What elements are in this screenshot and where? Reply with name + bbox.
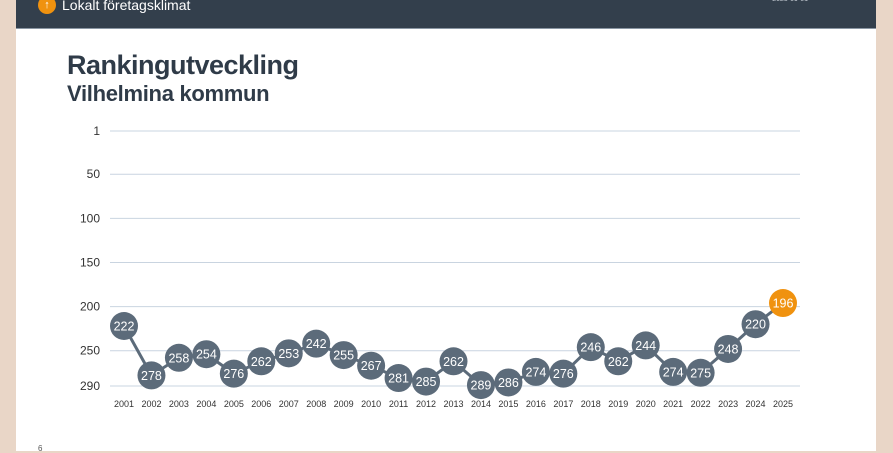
- data-label: 285: [416, 375, 437, 389]
- x-tick-label: 2018: [581, 399, 601, 409]
- x-tick-label: 2009: [334, 399, 354, 409]
- data-label: 262: [251, 355, 272, 369]
- x-tick-label: 2010: [361, 399, 381, 409]
- data-point: [686, 358, 715, 387]
- x-tick-label: 2021: [663, 399, 683, 409]
- data-point: [412, 367, 441, 396]
- data-label: 281: [388, 372, 409, 386]
- data-point: [604, 347, 633, 376]
- x-tick-label: 2008: [306, 399, 326, 409]
- x-tick-label: 2015: [498, 399, 518, 409]
- x-tick-label: 2017: [553, 399, 573, 409]
- data-label: 222: [114, 320, 135, 334]
- data-point: [274, 339, 303, 368]
- header-bar: ↑ Lokalt företagsklimat 2025-09-01: [16, 0, 876, 29]
- chart-title: Rankingutveckling: [67, 50, 299, 80]
- data-label: 289: [471, 379, 492, 393]
- report-date: 2025-09-01: [772, 0, 808, 3]
- x-tick-label: 2006: [251, 399, 271, 409]
- data-point: [357, 351, 386, 380]
- chart-subtitle: Vilhelmina kommun: [67, 81, 270, 106]
- data-point: [384, 364, 413, 393]
- y-tick-label: 200: [80, 300, 100, 314]
- data-label: 274: [663, 365, 684, 379]
- data-label: 244: [635, 339, 656, 353]
- y-tick-label: 50: [87, 167, 101, 181]
- x-tick-label: 2016: [526, 399, 546, 409]
- arrow-logo-icon: ↑: [38, 0, 56, 14]
- data-label: 278: [141, 369, 162, 383]
- data-point: [659, 357, 688, 386]
- x-tick-label: 2007: [279, 399, 299, 409]
- x-tick-label: 2004: [196, 399, 216, 409]
- x-tick-label: 2012: [416, 399, 436, 409]
- x-tick-label: 2013: [443, 399, 463, 409]
- data-label: 242: [306, 337, 327, 351]
- x-tick-label: 2003: [169, 399, 189, 409]
- data-point: [439, 347, 468, 376]
- data-point: [302, 329, 331, 358]
- x-tick-label: 2023: [718, 399, 738, 409]
- data-point: [549, 359, 578, 388]
- brand-name: Lokalt företagsklimat: [62, 0, 191, 13]
- data-point: [219, 359, 248, 388]
- x-tick-label: 2014: [471, 399, 491, 409]
- x-tick-label: 2002: [141, 399, 161, 409]
- x-tick-label: 2011: [389, 399, 408, 409]
- x-tick-label: 2022: [691, 399, 711, 409]
- data-label: 262: [443, 355, 464, 369]
- data-point: [494, 368, 523, 397]
- data-point: [576, 333, 605, 362]
- x-tick-label: 2020: [636, 399, 656, 409]
- data-label: 258: [168, 351, 189, 365]
- data-label: 276: [553, 367, 574, 381]
- y-tick-label: 250: [80, 344, 100, 358]
- data-label: 274: [525, 365, 546, 379]
- data-label: 246: [580, 341, 601, 355]
- data-point: [247, 347, 276, 376]
- data-point: [192, 340, 221, 369]
- data-point: [137, 361, 166, 390]
- data-label: 220: [745, 318, 766, 332]
- brand-logo: ↑ Lokalt företagsklimat: [38, 0, 190, 14]
- data-label: 254: [196, 348, 217, 362]
- data-label: 267: [361, 359, 382, 373]
- data-point: [741, 310, 770, 339]
- y-tick-label: 100: [80, 211, 100, 225]
- page-number: 6: [38, 444, 43, 453]
- data-label: 276: [223, 367, 244, 381]
- data-label: 262: [608, 355, 629, 369]
- data-point: [329, 341, 358, 370]
- data-point: [466, 371, 495, 400]
- x-tick-label: 2019: [608, 399, 628, 409]
- data-label: 248: [718, 342, 739, 356]
- data-label: 286: [498, 376, 519, 390]
- data-label: 275: [690, 366, 711, 380]
- data-point: [631, 331, 660, 360]
- data-label: 196: [773, 297, 794, 311]
- y-tick-label: 290: [80, 379, 100, 393]
- x-tick-label: 2005: [224, 399, 244, 409]
- data-point: [714, 334, 743, 363]
- data-point: [110, 312, 138, 340]
- data-point: [769, 289, 797, 318]
- data-label: 255: [333, 349, 354, 363]
- y-tick-label: 150: [80, 255, 100, 269]
- y-tick-label: 1: [93, 124, 100, 138]
- data-point: [164, 343, 193, 372]
- data-point: [521, 357, 550, 386]
- x-tick-label: 2001: [114, 399, 134, 409]
- data-label: 253: [278, 347, 299, 361]
- x-tick-label: 2025: [773, 399, 793, 409]
- x-tick-label: 2024: [746, 399, 766, 409]
